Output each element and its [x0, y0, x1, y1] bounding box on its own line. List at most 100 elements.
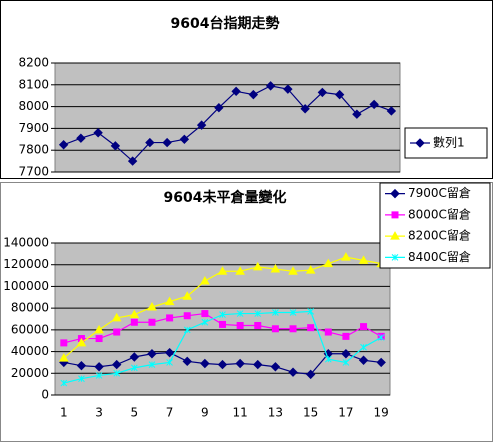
- marker: [390, 188, 400, 199]
- x-tick-label: 5: [131, 406, 139, 420]
- legend: [379, 182, 491, 269]
- marker: [95, 335, 103, 343]
- marker: [94, 324, 104, 334]
- marker: [95, 372, 103, 379]
- marker: [386, 106, 397, 116]
- legend-label: 8000C留倉: [408, 206, 471, 221]
- marker: [129, 352, 140, 362]
- chart: 7700 7800 7900 8000 8100 8200: [18, 56, 401, 179]
- marker: [182, 291, 193, 300]
- marker: [201, 318, 209, 326]
- y-tick-label: 7700: [18, 165, 49, 179]
- x-tick-label: 19: [374, 406, 389, 420]
- marker: [60, 339, 68, 347]
- marker: [112, 359, 122, 370]
- x-tick-label: 7: [166, 406, 174, 420]
- y-tick-label: 0: [41, 388, 49, 402]
- marker: [341, 252, 351, 261]
- marker: [183, 326, 191, 334]
- marker: [113, 369, 121, 377]
- marker: [235, 266, 245, 275]
- marker: [130, 318, 138, 326]
- marker: [358, 255, 369, 264]
- marker: [200, 358, 210, 369]
- marker: [236, 322, 244, 330]
- x-tick-label: 1: [60, 406, 68, 420]
- marker: [162, 137, 172, 148]
- marker: [130, 364, 138, 372]
- marker: [76, 337, 87, 347]
- marker: [147, 302, 157, 311]
- marker: [288, 367, 298, 377]
- marker: [183, 312, 191, 320]
- marker: [93, 128, 103, 138]
- marker: [235, 358, 245, 369]
- marker: [377, 334, 385, 341]
- marker: [391, 211, 399, 219]
- marker: [201, 310, 209, 318]
- marker: [236, 310, 244, 317]
- marker: [248, 89, 259, 100]
- x-tick-label: 9: [201, 406, 209, 420]
- plot-area: [54, 62, 401, 173]
- marker: [231, 86, 241, 97]
- marker: [265, 81, 276, 91]
- marker: [352, 109, 362, 119]
- marker: [219, 311, 226, 319]
- marker: [360, 323, 368, 331]
- marker: [415, 138, 425, 148]
- y-tick-label: 100000: [3, 279, 49, 293]
- legend-label: 8200C留倉: [408, 228, 471, 243]
- marker: [305, 369, 316, 380]
- x-tick-label: 17: [338, 406, 353, 420]
- chart: 0 20000 40000 60000 80000 100000 120000 140000 1…: [3, 236, 391, 420]
- marker: [219, 320, 226, 328]
- marker: [307, 324, 315, 332]
- marker: [341, 349, 351, 359]
- y-tick-label: 7800: [18, 143, 49, 157]
- marker: [254, 322, 262, 330]
- plot-area: [54, 242, 391, 396]
- marker: [254, 310, 262, 317]
- marker: [179, 134, 190, 145]
- marker: [78, 375, 85, 383]
- marker: [342, 359, 350, 366]
- marker: [342, 332, 350, 340]
- marker: [113, 328, 121, 336]
- marker: [58, 353, 69, 362]
- marker: [283, 84, 293, 94]
- marker: [324, 355, 332, 363]
- x-tick-label: 3: [95, 406, 103, 420]
- marker: [253, 359, 263, 370]
- legend-label: 8400C留倉: [408, 249, 471, 264]
- marker: [60, 379, 68, 387]
- marker: [76, 133, 86, 143]
- x-tick-label: 11: [232, 406, 247, 420]
- marker: [271, 325, 279, 333]
- y-tick-label: 120000: [3, 257, 49, 271]
- chart-title: 9604未平倉量變化: [164, 189, 287, 206]
- marker: [334, 89, 345, 100]
- marker: [376, 357, 386, 368]
- marker: [217, 266, 228, 275]
- marker: [164, 347, 175, 358]
- marker: [129, 309, 140, 319]
- y-tick-label: 140000: [3, 236, 49, 250]
- legend-label: 7900C留倉: [408, 185, 471, 200]
- marker: [200, 275, 210, 285]
- marker: [289, 309, 297, 316]
- marker: [391, 254, 399, 261]
- marker: [145, 137, 155, 148]
- marker: [166, 314, 174, 322]
- legend-label: 數列1: [433, 136, 465, 150]
- marker: [288, 266, 298, 275]
- marker: [369, 99, 379, 110]
- marker: [148, 361, 156, 368]
- marker: [58, 140, 69, 150]
- y-tick-label: 8000: [18, 99, 49, 113]
- marker: [272, 309, 279, 316]
- marker: [166, 359, 173, 366]
- y-tick-label: 80000: [11, 301, 49, 315]
- marker: [111, 312, 122, 322]
